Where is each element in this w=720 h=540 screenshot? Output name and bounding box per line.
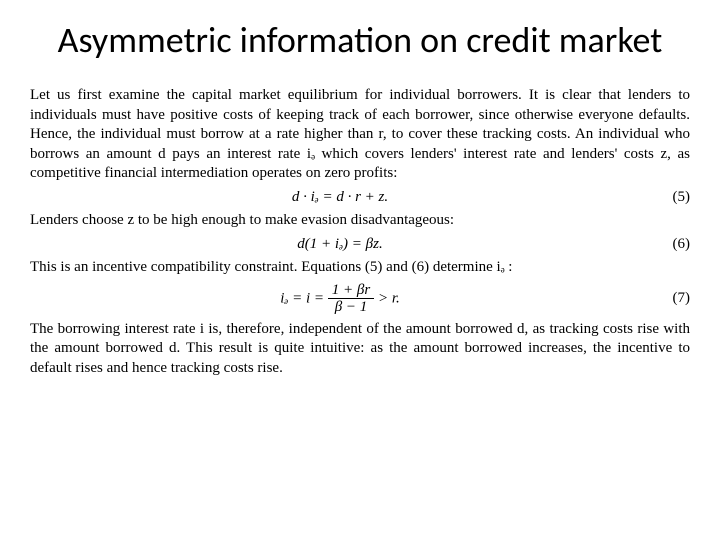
eq7-rhs: > r.	[378, 290, 400, 306]
eq7-fraction: 1 + βr β − 1	[328, 282, 374, 316]
equation-5-number: (5)	[650, 188, 690, 208]
equation-7: iₔ = i = 1 + βr β − 1 > r.	[30, 282, 650, 316]
equation-5: d · iₔ = d · r + z.	[30, 188, 650, 208]
paragraph-2: Lenders choose z to be high enough to ma…	[30, 211, 690, 231]
paragraph-1: Let us first examine the capital market …	[30, 86, 690, 184]
paragraph-4: The borrowing interest rate i is, theref…	[30, 320, 690, 379]
equation-7-row: iₔ = i = 1 + βr β − 1 > r. (7)	[30, 282, 690, 316]
slide-container: Asymmetric information on credit market …	[0, 0, 720, 540]
equation-7-number: (7)	[650, 289, 690, 309]
eq7-denominator: β − 1	[328, 299, 374, 316]
equation-5-row: d · iₔ = d · r + z. (5)	[30, 188, 690, 208]
equation-6: d(1 + iₔ) = βz.	[30, 235, 650, 255]
slide-title: Asymmetric information on credit market	[30, 20, 690, 61]
paragraph-3: This is an incentive compatibility const…	[30, 258, 690, 278]
eq7-numerator: 1 + βr	[328, 282, 374, 300]
equation-6-number: (6)	[650, 235, 690, 255]
eq7-lhs: iₔ = i =	[280, 290, 324, 306]
slide-body: Let us first examine the capital market …	[30, 86, 690, 378]
equation-6-row: d(1 + iₔ) = βz. (6)	[30, 235, 690, 255]
